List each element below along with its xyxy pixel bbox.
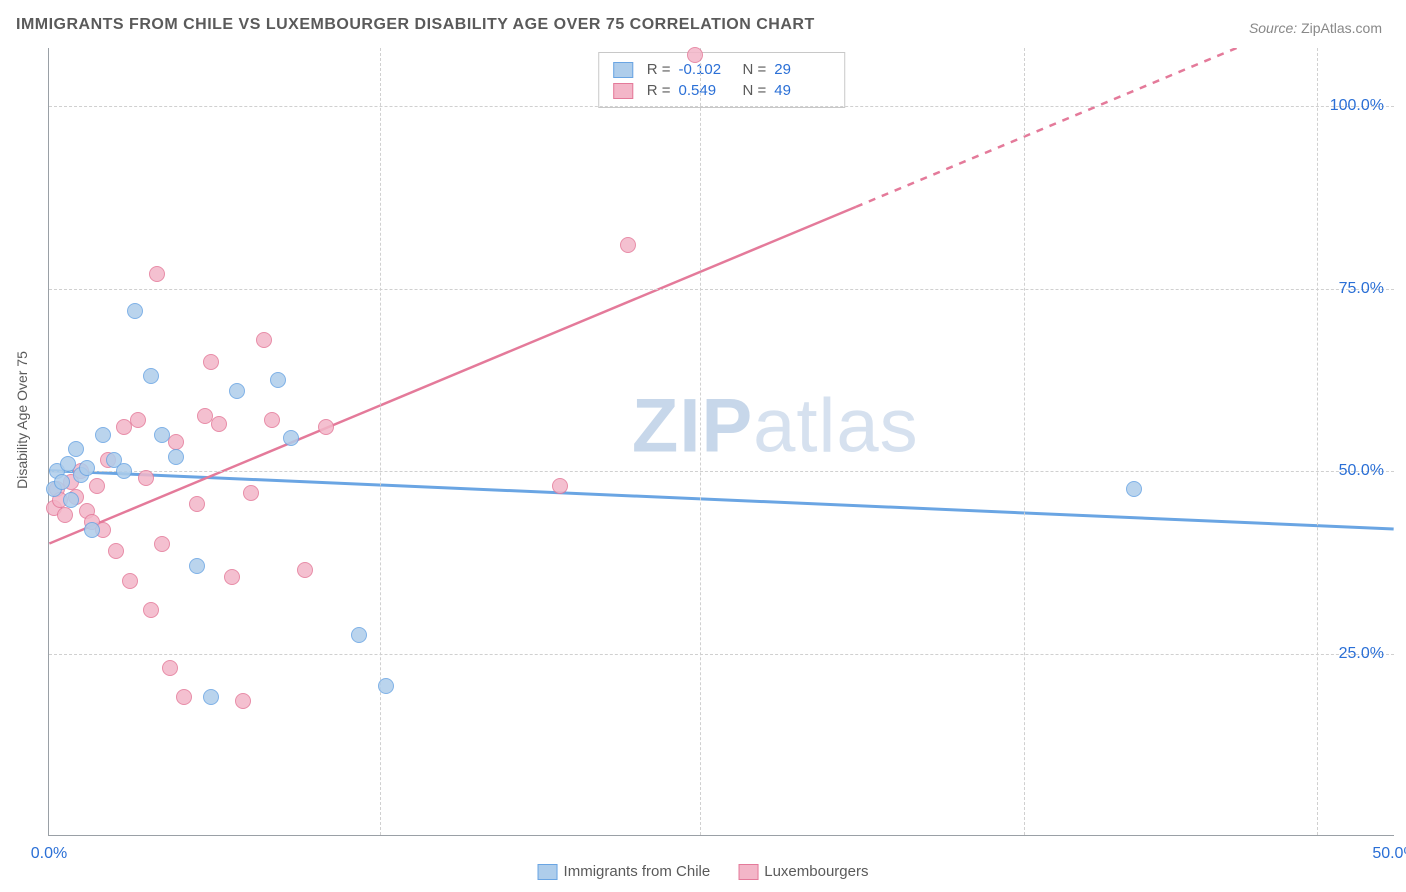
data-point	[143, 368, 159, 384]
data-point	[63, 492, 79, 508]
data-point	[1126, 481, 1142, 497]
source-attribution: Source: ZipAtlas.com	[1249, 20, 1382, 36]
gridline-vertical	[380, 48, 381, 835]
n-label: N =	[743, 61, 767, 78]
data-point	[54, 474, 70, 490]
r-label: R =	[647, 82, 671, 99]
correlation-legend: R = -0.102 N = 29 R = 0.549 N = 49	[598, 52, 846, 108]
data-point	[203, 689, 219, 705]
data-point	[57, 507, 73, 523]
data-point	[351, 627, 367, 643]
legend-label: Luxembourgers	[764, 863, 868, 880]
n-value: 49	[774, 82, 830, 99]
y-axis-label: Disability Age Over 75	[14, 351, 30, 489]
gridline-vertical	[1024, 48, 1025, 835]
data-point	[143, 602, 159, 618]
data-point	[162, 660, 178, 676]
gridline-horizontal	[49, 471, 1394, 472]
x-tick-label: 50.0%	[1372, 845, 1406, 863]
correlation-legend-row: R = -0.102 N = 29	[613, 59, 831, 80]
series-legend: Immigrants from Chile Luxembourgers	[538, 863, 869, 880]
data-point	[60, 456, 76, 472]
data-point	[168, 449, 184, 465]
data-point	[211, 416, 227, 432]
source-label: Source:	[1249, 20, 1297, 36]
data-point	[154, 536, 170, 552]
data-point	[620, 237, 636, 253]
legend-swatch	[613, 62, 633, 78]
r-value: 0.549	[679, 82, 735, 99]
y-tick-label: 100.0%	[1330, 97, 1384, 115]
x-tick-label: 0.0%	[31, 845, 67, 863]
gridline-horizontal	[49, 289, 1394, 290]
data-point	[283, 430, 299, 446]
legend-swatch	[738, 864, 758, 880]
data-point	[189, 496, 205, 512]
gridline-horizontal	[49, 654, 1394, 655]
data-point	[224, 569, 240, 585]
legend-swatch	[613, 83, 633, 99]
data-point	[130, 412, 146, 428]
data-point	[79, 460, 95, 476]
data-point	[108, 543, 124, 559]
correlation-legend-row: R = 0.549 N = 49	[613, 80, 831, 101]
y-tick-label: 25.0%	[1339, 645, 1384, 663]
y-tick-label: 50.0%	[1339, 462, 1384, 480]
n-value: 29	[774, 61, 830, 78]
y-tick-label: 75.0%	[1339, 280, 1384, 298]
data-point	[297, 562, 313, 578]
data-point	[95, 427, 111, 443]
data-point	[687, 47, 703, 63]
data-point	[256, 332, 272, 348]
data-point	[176, 689, 192, 705]
data-point	[203, 354, 219, 370]
data-point	[189, 558, 205, 574]
data-point	[122, 573, 138, 589]
data-point	[127, 303, 143, 319]
r-value: -0.102	[679, 61, 735, 78]
legend-label: Immigrants from Chile	[564, 863, 711, 880]
gridline-vertical	[1317, 48, 1318, 835]
data-point	[378, 678, 394, 694]
data-point	[116, 463, 132, 479]
gridline-vertical	[700, 48, 701, 835]
data-point	[229, 383, 245, 399]
legend-item: Immigrants from Chile	[538, 863, 711, 880]
legend-swatch	[538, 864, 558, 880]
data-point	[154, 427, 170, 443]
watermark-rest: atlas	[753, 383, 919, 468]
data-point	[68, 441, 84, 457]
n-label: N =	[743, 82, 767, 99]
r-label: R =	[647, 61, 671, 78]
data-point	[264, 412, 280, 428]
source-value: ZipAtlas.com	[1301, 20, 1382, 36]
watermark-bold: ZIP	[632, 383, 753, 468]
data-point	[84, 522, 100, 538]
data-point	[89, 478, 105, 494]
gridline-horizontal	[49, 106, 1394, 107]
data-point	[318, 419, 334, 435]
plot-area: ZIPatlas R = -0.102 N = 29 R = 0.549 N = 49 25.…	[48, 48, 1394, 836]
data-point	[138, 470, 154, 486]
data-point	[243, 485, 259, 501]
chart-title: IMMIGRANTS FROM CHILE VS LUXEMBOURGER DI…	[16, 16, 815, 34]
data-point	[149, 266, 165, 282]
legend-item: Luxembourgers	[738, 863, 868, 880]
watermark: ZIPatlas	[632, 382, 919, 469]
data-point	[235, 693, 251, 709]
data-point	[270, 372, 286, 388]
data-point	[552, 478, 568, 494]
